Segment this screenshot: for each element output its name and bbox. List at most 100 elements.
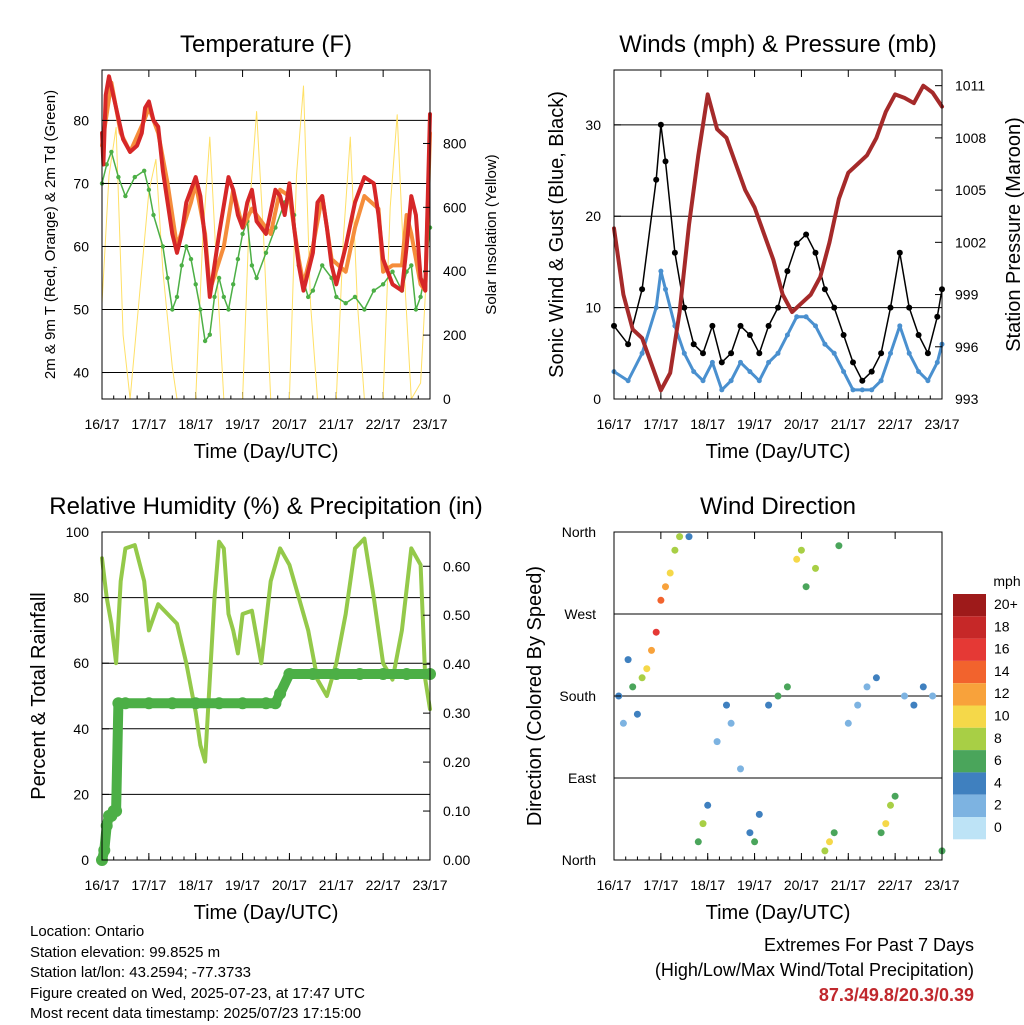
dewpoint-point: [170, 307, 175, 312]
x-tick-label: 20/17: [272, 416, 307, 432]
y2-tick-label: 1008: [955, 130, 986, 146]
wind-point: [906, 350, 912, 356]
x-axis-label: Time (Day/UTC): [194, 441, 339, 463]
x-tick-label: 22/17: [878, 877, 913, 893]
x-tick-label: 19/17: [737, 877, 772, 893]
series-pressure-line: [612, 83, 944, 393]
gust-point: [840, 332, 847, 338]
plot-border: [101, 69, 431, 400]
gust-point: [625, 341, 632, 348]
dewpoint-point: [174, 294, 180, 300]
dewpoint-point: [151, 212, 156, 218]
wind-point: [822, 341, 828, 347]
legend-swatch: [953, 683, 986, 706]
station-info: Location: Ontario Station elevation: 99.…: [30, 922, 365, 1025]
precip-point: [306, 668, 319, 680]
dewpoint-point: [104, 162, 109, 167]
legend-label: 16: [994, 641, 1010, 657]
y2-tick-label: 400: [443, 263, 467, 279]
direction-point: [802, 583, 810, 591]
y-tick-label: 100: [66, 524, 90, 540]
direction-point: [901, 692, 908, 700]
direction-point: [676, 533, 684, 541]
direction-point: [797, 546, 805, 554]
dewpoint-point: [216, 275, 222, 281]
panel-2: 16/17 17/17 18/17 19/17 20/17 21/17 22/17 23/17…: [546, 31, 1024, 463]
precip-point: [98, 844, 111, 857]
wind-point: [691, 369, 697, 375]
legend-swatch: [953, 772, 986, 795]
direction-point: [891, 792, 899, 800]
legend-label: 8: [994, 730, 1002, 746]
dewpoint-point: [390, 269, 395, 274]
wind-point: [934, 359, 940, 365]
direction-point: [826, 838, 833, 846]
direction-point: [723, 701, 730, 709]
series-wind-line: [612, 269, 944, 392]
dewpoint-point: [320, 263, 325, 268]
gust-point: [657, 121, 664, 128]
x-tick-label: 20/17: [784, 416, 819, 432]
dewpoint-point: [221, 294, 226, 300]
precip-point: [330, 668, 343, 680]
dewpoint-point: [198, 307, 203, 312]
y-tick-label: 80: [73, 112, 89, 128]
direction-point: [872, 674, 880, 682]
precip-point: [274, 687, 287, 700]
gust-point: [906, 304, 913, 311]
gust-point: [784, 268, 791, 275]
direction-point: [648, 646, 655, 654]
gust-point: [737, 322, 744, 329]
x-tick-label: 16/17: [84, 877, 119, 893]
y2-tick-label: 0.60: [443, 558, 470, 574]
gust-point: [793, 240, 800, 247]
x-tick-label: 21/17: [831, 877, 866, 893]
legend-label: 14: [994, 663, 1010, 679]
y-tick-label: 0: [593, 391, 601, 407]
direction-point: [629, 683, 637, 691]
x-axis-label: Time (Day/UTC): [194, 902, 339, 924]
gust-point: [812, 249, 819, 256]
dewpoint-point: [240, 231, 245, 237]
gust-point: [718, 359, 725, 366]
precip-point: [269, 697, 282, 710]
precip-point: [142, 697, 155, 710]
y-tick-label: 20: [73, 786, 89, 802]
y-axis-label: Percent & Total Rainfall: [28, 592, 50, 800]
wind-point: [766, 359, 772, 365]
wind-point: [738, 359, 743, 365]
wind-point: [681, 350, 687, 356]
direction-point: [751, 838, 759, 846]
gust-point: [756, 350, 763, 357]
station-location: Location: Ontario: [30, 923, 145, 940]
direction-point: [633, 710, 641, 718]
y-tick-label: 70: [73, 175, 89, 191]
gust-point: [700, 350, 706, 357]
legend-label: 12: [994, 685, 1010, 701]
direction-point: [713, 738, 721, 746]
dewpoint-point: [165, 275, 170, 281]
dewpoint-point: [231, 282, 236, 287]
y2-axis-label: Solar Insolation (Yellow): [483, 154, 500, 314]
gust-point: [639, 286, 646, 293]
x-tick-label: 20/17: [272, 877, 307, 893]
direction-point: [699, 820, 707, 828]
direction-point: [919, 683, 927, 691]
precip-point: [100, 819, 113, 832]
dewpoint-point: [249, 263, 255, 268]
y-tick-label: 30: [585, 117, 601, 133]
y-tick-label: North: [562, 524, 596, 540]
legend-label: 10: [994, 708, 1010, 724]
direction-point: [624, 656, 632, 664]
legend-swatch: [953, 594, 986, 617]
gust-point: [709, 322, 716, 329]
speed-legend: mph 20+ 18 16 14 12 10 8 6 4 2 0: [953, 573, 1021, 840]
gust-point: [746, 332, 753, 338]
y-tick-label: East: [568, 770, 596, 786]
gust-point: [728, 350, 735, 357]
y2-tick-label: 993: [955, 391, 979, 407]
extremes-values: 87.3/49.8/20.3/0.39: [818, 985, 974, 1005]
direction-point: [765, 701, 773, 709]
wind-point: [709, 359, 715, 365]
